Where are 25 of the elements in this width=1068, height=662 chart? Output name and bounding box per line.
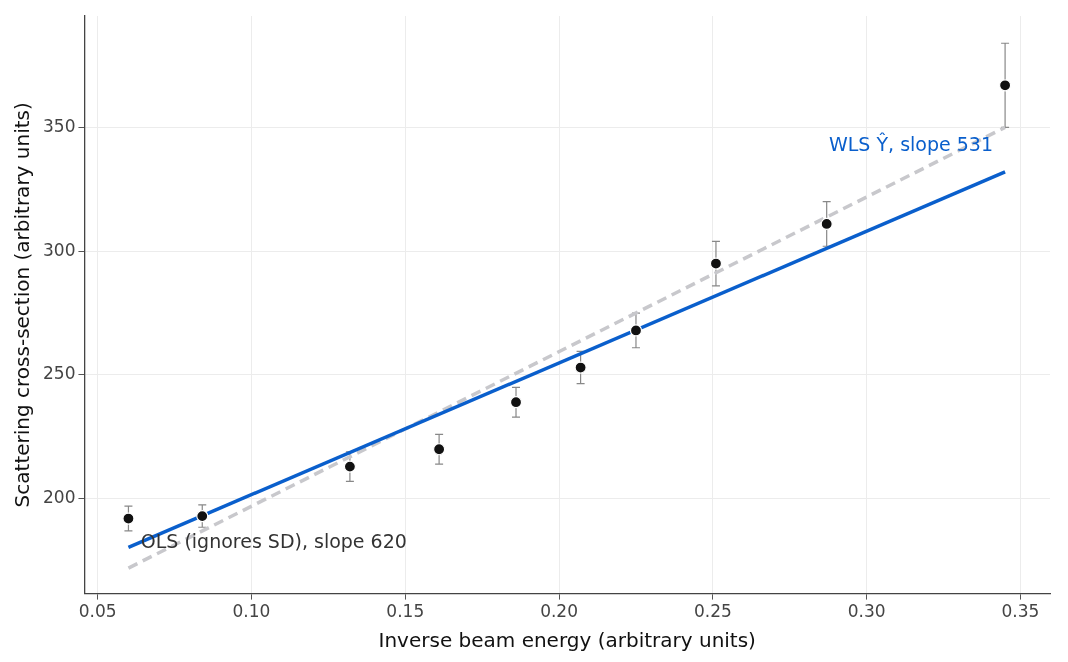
x-tick-label: 0.35 — [1001, 601, 1040, 622]
annotation: WLS Ŷ, slope 531 — [828, 131, 993, 155]
point — [629, 324, 643, 337]
point — [122, 512, 135, 525]
annotation: OLS (ignores SD), slope 620 — [140, 530, 407, 553]
y-tick-label: 200 — [42, 487, 76, 508]
y-axis-title: Scattering cross-section (arbitrary units) — [10, 102, 35, 508]
x-tick-label: 0.20 — [540, 601, 578, 622]
point — [574, 361, 587, 374]
point — [343, 460, 357, 473]
point — [509, 396, 523, 409]
point — [998, 79, 1012, 92]
point — [433, 443, 446, 456]
x-tick-label: 0.15 — [386, 601, 425, 622]
y-tick-label: 350 — [42, 115, 76, 136]
x-axis-title: Inverse beam energy (arbitrary units) — [378, 628, 756, 653]
x-tick-label: 0.05 — [78, 601, 117, 622]
point — [820, 217, 833, 231]
y-tick-label: 250 — [42, 363, 76, 384]
point — [196, 510, 209, 523]
y-tick-label: 300 — [42, 239, 76, 260]
x-tick-label: 0.10 — [232, 601, 271, 622]
x-tick-label: 0.25 — [693, 601, 732, 622]
x-tick-label: 0.30 — [847, 601, 886, 622]
point — [709, 257, 723, 270]
